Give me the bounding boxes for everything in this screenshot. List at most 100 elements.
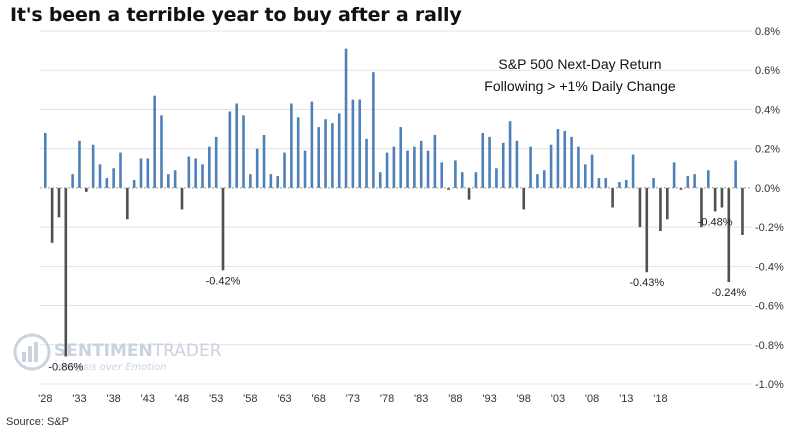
- bar-1936: [98, 164, 102, 188]
- bar-1941: [132, 180, 136, 188]
- bar-2010: [604, 178, 608, 188]
- bar-1940: [126, 187, 129, 220]
- x-tick-label: '63: [277, 393, 291, 405]
- x-tick-label: '93: [482, 393, 496, 405]
- bar-1939: [119, 152, 122, 188]
- bar-1964: [290, 103, 293, 188]
- bar-1934: [85, 187, 88, 192]
- x-tick-label: '28: [38, 393, 52, 405]
- y-tick-label: -0.8%: [755, 340, 784, 352]
- bar-1981: [406, 150, 409, 188]
- chart-subtitle-line-1: S&P 500 Next-Day Return: [498, 56, 661, 72]
- bar-1959: [255, 148, 259, 188]
- bar-1998: [522, 187, 526, 210]
- bar-1928: [44, 132, 47, 188]
- bar-1944: [153, 95, 156, 188]
- x-tick-label: '38: [106, 393, 120, 405]
- bar-1929: [50, 187, 54, 243]
- x-tick-label: '33: [72, 393, 86, 405]
- x-tick-label: '98: [517, 393, 531, 405]
- bar-1938: [112, 168, 115, 188]
- bar-1960: [262, 134, 266, 188]
- bar-1932: [71, 174, 74, 188]
- bar-1953: [214, 136, 218, 188]
- bar-1966: [303, 150, 307, 188]
- y-tick-label: 0.2%: [755, 144, 780, 156]
- y-tick-label: -1.0%: [755, 379, 784, 391]
- bar-1976: [372, 72, 375, 188]
- bar-1965: [296, 117, 300, 188]
- chart-title: It's been a terrible year to buy after a…: [10, 4, 462, 26]
- bar-1958: [249, 174, 252, 188]
- x-tick-label: '18: [653, 393, 667, 405]
- bar-1935: [91, 144, 95, 188]
- bar-1970: [331, 123, 334, 188]
- x-tick-label: '48: [175, 393, 189, 405]
- x-tick-label: '78: [380, 393, 394, 405]
- bar-1957: [242, 115, 245, 188]
- x-tick-label: '43: [141, 393, 155, 405]
- bar-2026: [713, 187, 717, 212]
- source-note: Source: S&P: [6, 416, 69, 428]
- bar-1992: [481, 132, 485, 188]
- bar-1980: [399, 127, 403, 188]
- bar-2022: [686, 176, 690, 188]
- bar-2030: [741, 187, 744, 235]
- data-label: -0.42%: [206, 275, 241, 287]
- bar-1987: [447, 187, 450, 190]
- bar-1990: [467, 187, 471, 200]
- x-axis-ticks: '28 '33 '38 '43 '48 '53 '58 '63 '68 '73 '78 '83 '88 '…: [38, 393, 667, 405]
- bar-1994: [495, 168, 498, 188]
- bar-1930: [57, 187, 61, 218]
- y-tick-label: 0.4%: [755, 104, 780, 116]
- x-tick-label: '53: [209, 393, 223, 405]
- x-tick-label: '73: [346, 393, 360, 405]
- bar-1968: [317, 127, 320, 188]
- bar-2005: [570, 136, 573, 188]
- bar-1956: [235, 103, 238, 188]
- x-tick-label: '08: [585, 393, 599, 405]
- logo-mark-icon: [13, 333, 51, 371]
- bar-1943: [146, 158, 150, 188]
- bar-1969: [324, 119, 327, 188]
- y-tick-label: -0.4%: [755, 261, 784, 273]
- bar-2016: [645, 187, 649, 273]
- y-tick-label: -0.2%: [755, 222, 784, 234]
- bar-1933: [78, 140, 81, 188]
- bar-2023: [693, 174, 696, 188]
- y-axis-ticks: 0.8% 0.6% 0.4% 0.2% 0.0% -0.2% -0.4% -0.6% -0.8%…: [755, 26, 784, 391]
- watermark-brand: SENTIMENTRADER: [54, 341, 222, 361]
- y-tick-label: 0.0%: [755, 183, 780, 195]
- y-tick-label: 0.8%: [755, 26, 780, 38]
- bars: [44, 48, 744, 357]
- bar-1947: [173, 170, 177, 188]
- bar-1942: [139, 158, 143, 188]
- bar-1995: [501, 142, 505, 188]
- x-tick-label: '58: [243, 393, 257, 405]
- x-tick-label: '13: [619, 393, 633, 405]
- bar-2008: [590, 154, 594, 188]
- watermark-logo: SENTIMENTRADER analysis over Emotion: [13, 333, 222, 373]
- bar-2018: [659, 187, 662, 232]
- bar-2017: [652, 178, 655, 188]
- bar-1962: [276, 176, 279, 188]
- bar-2014: [631, 154, 635, 188]
- watermark-brand-a: SENTIMEN: [54, 341, 153, 361]
- bar-2006: [577, 146, 580, 188]
- bar-1950: [194, 158, 197, 188]
- bar-2029: [734, 160, 737, 188]
- bar-1975: [365, 138, 368, 188]
- bar-1979: [392, 146, 396, 188]
- bar-2025: [706, 170, 710, 188]
- bar-2019: [665, 187, 669, 220]
- bar-2012: [618, 182, 621, 188]
- bar-1967: [310, 101, 314, 188]
- bar-1985: [433, 134, 437, 188]
- bar-1989: [460, 172, 464, 188]
- bar-1948: [180, 187, 184, 210]
- bar-1946: [167, 174, 170, 188]
- bar-2015: [638, 187, 642, 228]
- bar-2002: [549, 144, 553, 188]
- bar-1951: [201, 164, 204, 188]
